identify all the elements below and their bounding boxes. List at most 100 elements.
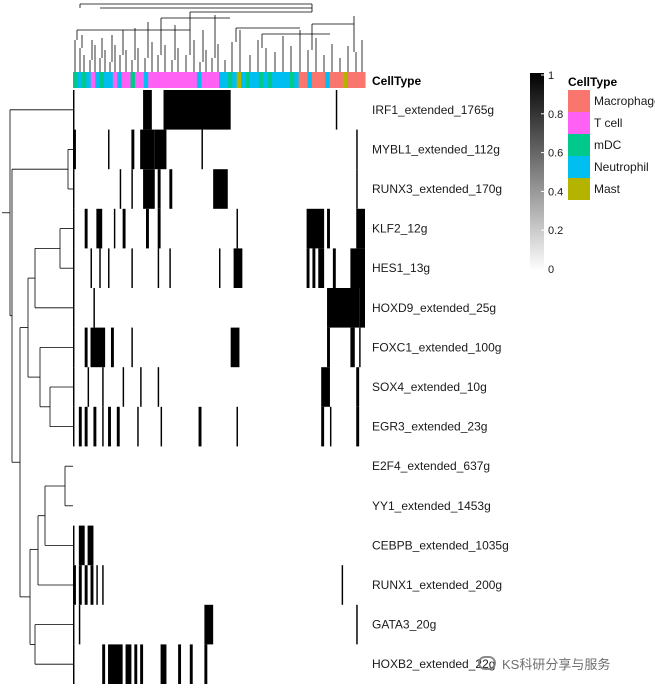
annotation-cell	[245, 72, 251, 88]
heatmap-cell	[73, 604, 75, 645]
annotation-cell	[280, 72, 286, 88]
heatmap-cell	[113, 208, 116, 249]
heatmap-cell	[110, 327, 114, 368]
annotation-cell	[183, 72, 189, 88]
annotation-cell	[303, 72, 308, 88]
row-label: IRF1_extended_1765g	[372, 103, 494, 117]
annotation-cell	[294, 72, 300, 88]
legend-title: CellType	[568, 75, 617, 89]
annotation-cell	[143, 72, 149, 88]
annotation-cell	[307, 72, 313, 88]
heatmap-cell	[84, 565, 88, 605]
heatmap-cell	[78, 406, 82, 447]
annotation-cell	[99, 72, 105, 88]
heatmap-cell	[329, 406, 332, 447]
row-label: KLF2_12g	[372, 222, 427, 236]
annotation-cell	[139, 72, 145, 88]
heatmap-cell	[73, 525, 75, 566]
heatmap-cell	[131, 327, 133, 368]
heatmap-cell	[321, 367, 330, 407]
heatmap-cell	[341, 565, 344, 605]
heatmap-cell	[169, 169, 173, 209]
annotation-cell	[161, 72, 167, 88]
heatmap-cell	[306, 208, 325, 249]
colorbar	[530, 73, 544, 271]
annotation-cell	[188, 72, 193, 88]
colorbar-tick-label: 0.6	[548, 148, 563, 160]
heatmap-cell	[350, 327, 355, 368]
heatmap-cell	[332, 248, 336, 288]
annotation-cell	[272, 72, 278, 88]
row-label: CEBPB_extended_1035g	[372, 538, 509, 552]
row-label: E2F4_extended_637g	[372, 459, 490, 473]
legend-label: T cell	[594, 116, 622, 130]
heatmap-cell	[213, 169, 228, 209]
heatmap-cell	[84, 406, 88, 447]
heatmap-cell	[356, 208, 365, 249]
heatmap-cell	[321, 406, 325, 447]
row-label: SOX4_extended_10g	[372, 380, 487, 394]
heatmap-cell	[204, 604, 214, 645]
heatmap-cell	[137, 406, 139, 447]
heatmap-cell	[90, 565, 94, 605]
heatmap-cell	[73, 288, 75, 328]
heatmap-cell	[93, 406, 97, 447]
heatmap-cell	[140, 644, 144, 684]
heatmap-cell	[102, 367, 104, 407]
row-label: HOXB2_extended_22g	[372, 657, 495, 671]
heatmap-cell	[146, 208, 149, 249]
heatmap-cell	[236, 208, 238, 249]
colorbar-tick-label: 0	[548, 264, 554, 276]
row-label: RUNX3_extended_170g	[372, 182, 502, 196]
heatmap-cell	[131, 248, 133, 288]
heatmap-cell	[359, 288, 365, 328]
heatmap-cell	[157, 367, 160, 407]
heatmap-cell	[160, 406, 163, 447]
heatmap-cell	[73, 367, 75, 407]
annotation-cell	[126, 72, 132, 88]
annotation-cell	[192, 72, 198, 88]
heatmap-cell	[90, 327, 106, 368]
heatmap-cell	[157, 169, 161, 209]
heatmap-cell	[73, 208, 75, 249]
heatmap-cell	[125, 644, 132, 684]
annotation-cell	[81, 72, 87, 88]
annotation-cell	[90, 72, 96, 88]
heatmap-cell	[204, 644, 208, 684]
annotation-cell	[342, 72, 348, 88]
heatmap-cell	[140, 129, 155, 170]
watermark-text: KS科研分享与服务	[502, 656, 611, 672]
row-label: GATA3_20g	[372, 618, 436, 632]
legend-label: Neutrophil	[594, 160, 649, 174]
legend-swatch	[568, 134, 590, 156]
heatmap-cell	[160, 644, 167, 684]
heatmap-cell	[219, 248, 221, 288]
legend-swatch	[568, 90, 590, 112]
colorbar-tick-label: 0.4	[548, 186, 563, 198]
heatmap-cell	[327, 288, 360, 328]
colorbar-tick-label: 1	[548, 70, 554, 82]
heatmap-cell	[73, 327, 75, 368]
row-label: MYBL1_extended_112g	[372, 142, 500, 156]
heatmap-cell	[131, 129, 135, 170]
legend-swatch	[568, 156, 590, 178]
annotation-cell	[117, 72, 123, 88]
row-label: YY1_extended_1453g	[372, 499, 491, 513]
annotation-cell	[298, 72, 304, 88]
heatmap-cell	[108, 644, 123, 684]
annotation-cell	[316, 72, 322, 88]
heatmap-cell	[236, 406, 238, 447]
heatmap-cell	[122, 208, 126, 249]
annotation-cell	[267, 72, 273, 88]
heatmap-cell	[356, 169, 358, 209]
annotation-cell	[258, 72, 264, 88]
annotation-cell	[196, 72, 202, 88]
heatmap-cell	[198, 406, 202, 447]
heatmap-cell	[96, 208, 103, 249]
annotation-cell	[152, 72, 158, 88]
heatmap-cell	[350, 248, 365, 288]
annotation-cell	[157, 72, 162, 88]
heatmap-cell	[131, 169, 133, 209]
heatmap-cell	[87, 367, 90, 407]
